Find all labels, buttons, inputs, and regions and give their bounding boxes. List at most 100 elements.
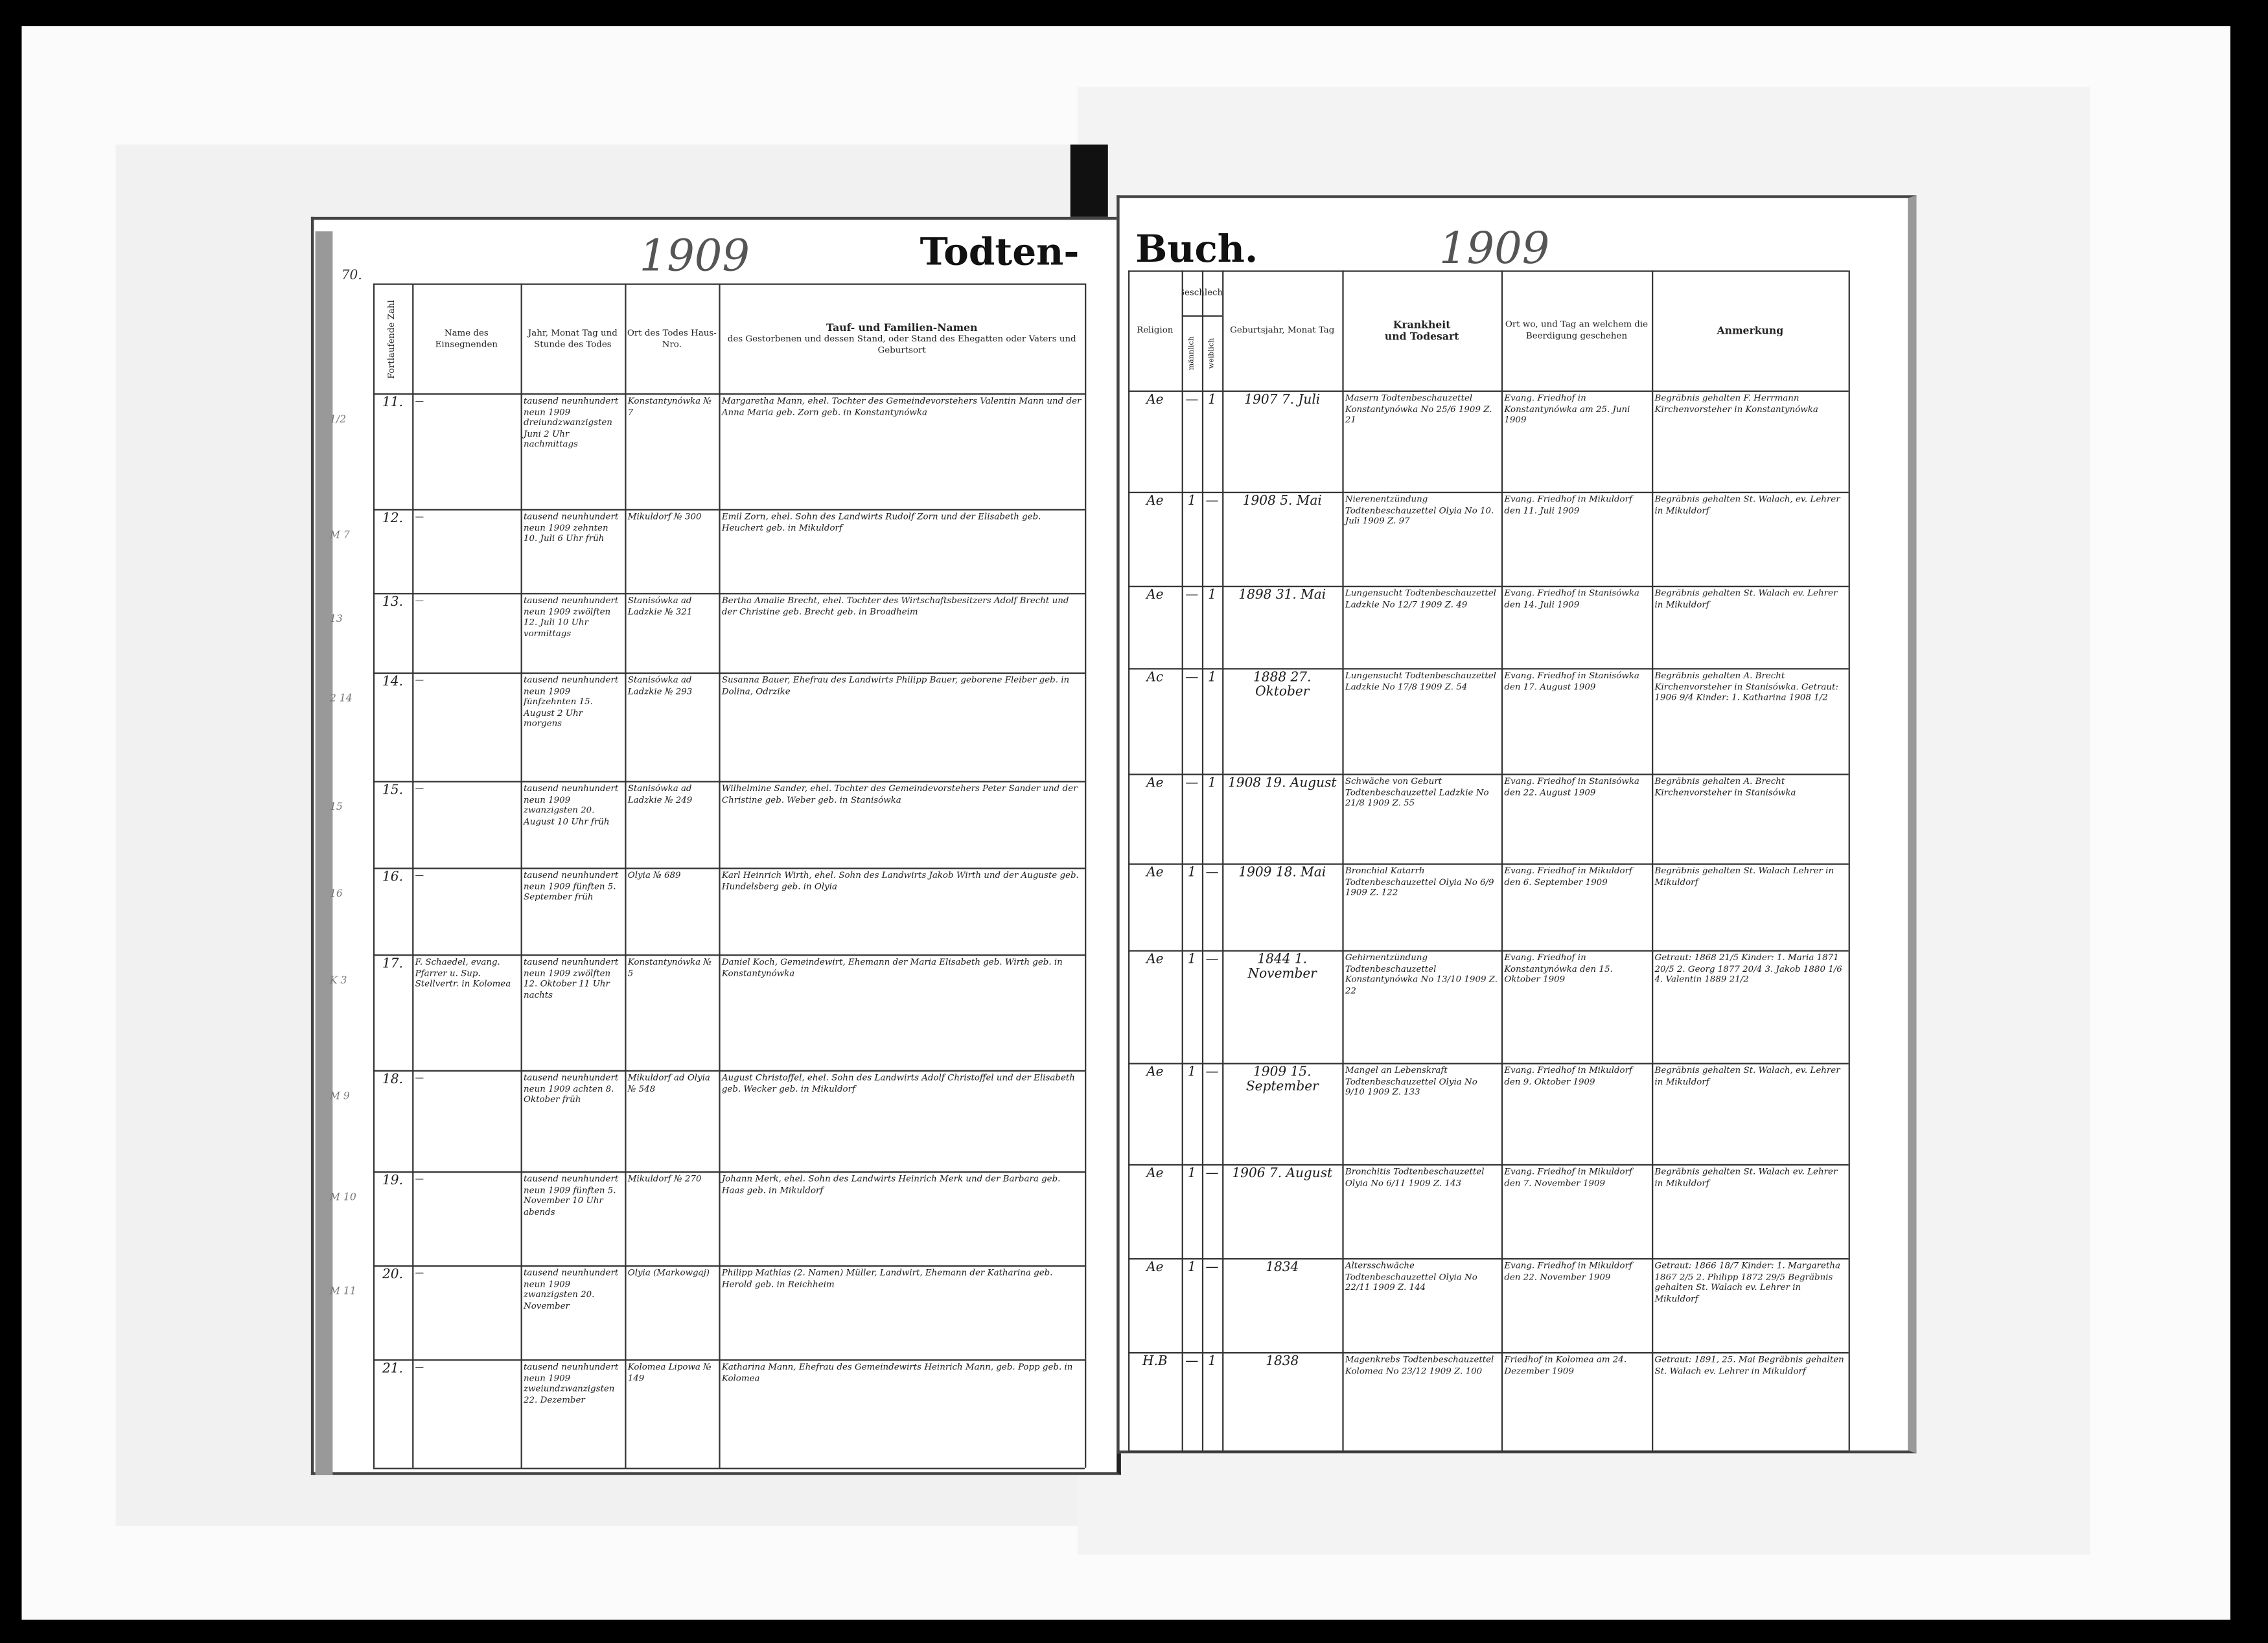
cell-name: Bertha Amalie Brecht, ehel. Tochter des … xyxy=(721,595,1069,617)
cell-female: — xyxy=(1205,1066,1219,1081)
cell-officiant: — xyxy=(415,396,424,407)
cell-name: Daniel Koch, Gemeindewirt, Ehemann der M… xyxy=(721,957,1063,979)
cell-burial: Evang. Friedhof in Mikuldorf den 9. Okto… xyxy=(1504,1066,1632,1087)
cell-disease: Bronchitis Todtenbeschauzettel Olyia No … xyxy=(1345,1167,1485,1188)
cell-disease: Altersschwäche Todtenbeschauzettel Olyia… xyxy=(1345,1261,1477,1293)
cell-number: 16. xyxy=(382,870,403,886)
cell-name: Susanna Bauer, Ehefrau des Landwirts Phi… xyxy=(721,675,1070,696)
cell-number: 14. xyxy=(382,675,403,690)
cell-religion: Ae xyxy=(1146,494,1164,509)
row-rule xyxy=(1128,1258,1849,1260)
column-rule xyxy=(719,283,721,1468)
cell-officiant: — xyxy=(415,783,424,794)
cell-religion: Ac xyxy=(1146,671,1164,686)
cell-remarks: Getraut: 1891, 25. Mai Begräbnis gehalte… xyxy=(1654,1355,1844,1376)
cell-place: Kolomea Lipowa № 149 xyxy=(627,1362,712,1384)
cell-female: — xyxy=(1205,952,1219,968)
cell-disease: Magenkrebs Todtenbeschauzettel Kolomea N… xyxy=(1345,1355,1494,1376)
cell-male: — xyxy=(1185,393,1199,408)
page-number: 70. xyxy=(341,269,362,284)
row-rule xyxy=(1128,390,1849,392)
cell-burial: Evang. Friedhof in Mikuldorf den 22. Nov… xyxy=(1504,1261,1632,1282)
cell-disease: Lungensucht Todtenbeschauzettel Ladzkie … xyxy=(1345,588,1496,610)
cell-death-date: tausend neunhundert neun 1909 fünften 5.… xyxy=(524,870,619,902)
cell-place: Konstantynówka № 7 xyxy=(627,396,712,417)
cell-death-date: tausend neunhundert neun 1909 zwanzigste… xyxy=(524,783,619,827)
cell-place: Olyia (Markowgaj) xyxy=(627,1268,710,1279)
column-header: Fortlaufende Zahl xyxy=(387,299,397,379)
cell-name: Wilhelmine Sander, ehel. Tochter des Gem… xyxy=(721,783,1078,805)
cell-number: 19. xyxy=(382,1174,403,1189)
margin-note: 13 xyxy=(329,613,343,625)
column-rule xyxy=(1201,270,1204,1451)
cell-religion: H.B xyxy=(1142,1355,1168,1370)
cell-birth: 1844 1. November xyxy=(1247,952,1317,982)
cell-officiant: — xyxy=(415,595,424,606)
cell-death-date: tausend neunhundert neun 1909 zweiundzwa… xyxy=(524,1362,619,1405)
cell-number: 12. xyxy=(382,512,403,527)
cell-female: 1 xyxy=(1208,588,1216,603)
column-header: Geburtsjahr, Monat Tag xyxy=(1230,325,1335,336)
cell-name: August Christoffel, ehel. Sohn des Landw… xyxy=(721,1073,1075,1094)
column-rule xyxy=(1848,270,1850,1451)
cell-birth: 1888 27. Oktober xyxy=(1253,671,1312,700)
cell-disease: Lungensucht Todtenbeschauzettel Ladzkie … xyxy=(1345,671,1496,693)
cell-number: 18. xyxy=(382,1073,403,1088)
column-rule xyxy=(1181,270,1183,1451)
cell-name: Emil Zorn, ehel. Sohn des Landwirts Rudo… xyxy=(721,512,1041,533)
column-rule xyxy=(1085,283,1087,1468)
column-rule xyxy=(1652,270,1654,1451)
row-rule xyxy=(1128,1164,1849,1166)
column-header: Name des Einsegnenden xyxy=(435,327,498,350)
cell-religion: Ae xyxy=(1146,1167,1164,1182)
cell-burial: Friedhof in Kolomea am 24. Dezember 1909 xyxy=(1504,1355,1627,1376)
cell-number: 11. xyxy=(382,396,403,411)
cell-male: — xyxy=(1185,1355,1199,1370)
row-rule xyxy=(1128,1063,1849,1064)
margin-note: M 10 xyxy=(329,1191,356,1204)
cell-name: Margaretha Mann, ehel. Tochter des Gemei… xyxy=(721,396,1082,417)
margin-note: 2 14 xyxy=(329,693,353,705)
column-rule xyxy=(373,283,375,1468)
cell-number: 13. xyxy=(382,595,403,610)
header-subtitle: und Todesart xyxy=(1384,329,1459,343)
cell-birth: 1908 19. August xyxy=(1228,776,1337,791)
cell-place: Mikuldorf № 300 xyxy=(627,512,702,522)
cell-birth: 1908 5. Mai xyxy=(1242,494,1322,509)
cell-number: 15. xyxy=(382,783,403,799)
cell-male: — xyxy=(1185,588,1199,603)
cell-place: Mikuldorf № 270 xyxy=(627,1174,702,1185)
column-header: weiblich xyxy=(1207,337,1217,369)
row-rule xyxy=(373,954,1085,956)
column-rule xyxy=(1128,270,1130,1451)
cell-birth: 1898 31. Mai xyxy=(1238,588,1326,603)
cell-remarks: Begräbnis gehalten St. Walach Lehrer in … xyxy=(1654,866,1834,888)
cell-officiant: — xyxy=(415,1073,424,1083)
row-rule xyxy=(373,1171,1085,1173)
margin-note: M 11 xyxy=(329,1285,356,1298)
header-title: Anmerkung xyxy=(1717,323,1784,338)
cell-disease: Schwäche von Geburt Todtenbeschauzettel … xyxy=(1345,776,1489,809)
column-header: Ort wo, und Tag an welchem die Beerdigun… xyxy=(1505,319,1649,341)
year: 1909 xyxy=(1439,224,1550,275)
column-rule xyxy=(520,283,522,1468)
margin-note: K 3 xyxy=(329,974,347,987)
cell-female: 1 xyxy=(1208,671,1216,686)
row-rule xyxy=(373,393,1085,395)
cell-burial: Evang. Friedhof in Stanisówka den 17. Au… xyxy=(1504,671,1639,693)
cell-religion: Ae xyxy=(1146,1261,1164,1276)
column-header: Religion xyxy=(1137,325,1174,336)
cell-name: Karl Heinrich Wirth, ehel. Sohn des Land… xyxy=(721,870,1079,892)
year: 1909 xyxy=(639,231,750,282)
cell-birth: 1834 xyxy=(1266,1261,1299,1276)
cell-number: 20. xyxy=(382,1268,403,1283)
cell-religion: Ae xyxy=(1146,866,1164,881)
cell-remarks: Begräbnis gehalten A. Brecht Kirchenvors… xyxy=(1654,776,1796,798)
cell-number: 17. xyxy=(382,957,403,972)
cell-religion: Ae xyxy=(1146,393,1164,408)
column-header: Ort des Todes Haus-Nro. xyxy=(627,327,717,350)
column-rule xyxy=(412,283,414,1468)
cell-male: 1 xyxy=(1187,1167,1196,1182)
cell-death-date: tausend neunhundert neun 1909 zwölften 1… xyxy=(524,957,619,1000)
